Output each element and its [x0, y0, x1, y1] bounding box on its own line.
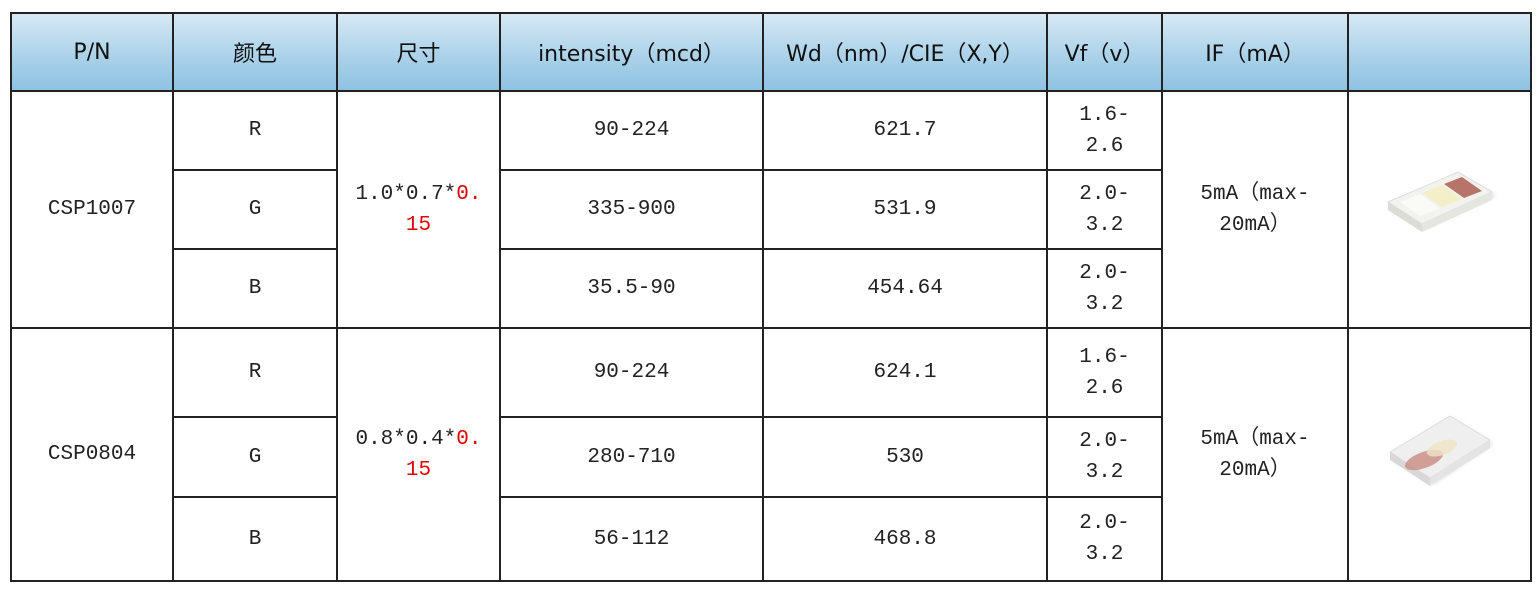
intensity-cell: 90-224	[499, 327, 764, 418]
intensity-cell: 280-710	[499, 416, 764, 498]
vf-cell: 2.0-3.2	[1046, 416, 1163, 498]
vf-text: 1.6-2.6	[1079, 103, 1130, 158]
size-cell: 1.0*0.7*0.15	[336, 90, 501, 329]
header-cell: Wd（nm）/CIE（X,Y）	[762, 12, 1048, 92]
wavelength-cell: 621.7	[762, 90, 1048, 171]
led-image	[1388, 415, 1492, 486]
size-main: 0.8*0.4*	[355, 427, 457, 451]
size-main: 1.0*0.7*	[355, 182, 457, 206]
current-cell: 5mA（max-20mA）	[1161, 327, 1349, 582]
size-cell: 0.8*0.4*0.15	[336, 327, 501, 582]
wavelength-cell: 530	[762, 416, 1048, 498]
intensity-cell: 56-112	[499, 496, 764, 582]
vf-cell: 2.0-3.2	[1046, 248, 1163, 329]
data-row: CSP0804 R 0.8*0.4*0.15 90-224 624.1 1.6-2.6 5m…	[10, 327, 1532, 582]
spec-table-wrap: P/N 颜色 尺寸 intensity（mcd） Wd（nm）/CIE（X,Y） Vf（v…	[10, 12, 1532, 582]
table-body: CSP1007 R 1.0*0.7*0.15 90-224 621.7 1.6-2.6 5m…	[10, 90, 1532, 582]
header-cell: 尺寸	[336, 12, 501, 92]
data-row: G 280-710 530 2.0-3.2	[11, 416, 1531, 498]
header-cell: 颜色	[172, 12, 338, 92]
header-cell: IF（mA）	[1161, 12, 1349, 92]
color-cell: R	[172, 327, 338, 418]
vf-text: 2.0-3.2	[1079, 512, 1130, 566]
header-row: P/N 颜色 尺寸 intensity（mcd） Wd（nm）/CIE（X,Y） Vf（v…	[10, 12, 1532, 92]
wavelength-cell: 454.64	[762, 248, 1048, 329]
part-number: CSP0804	[10, 327, 174, 582]
size-thickness: 0.15	[405, 427, 482, 482]
data-row: CSP1007 R 1.0*0.7*0.15 90-224 621.7 1.6-2.6 5m…	[10, 90, 1532, 329]
color-cell: B	[172, 248, 338, 329]
intensity-cell: 35.5-90	[499, 248, 764, 329]
vf-cell: 1.6-2.6	[1046, 327, 1163, 418]
intensity-cell: 335-900	[499, 169, 764, 250]
data-row: G 335-900 531.9 2.0-3.2	[11, 169, 1531, 250]
part-number: CSP1007	[10, 90, 174, 329]
wavelength-cell: 624.1	[762, 327, 1048, 418]
header-cell	[1347, 12, 1532, 92]
header-cell: P/N	[10, 12, 174, 92]
color-cell: G	[172, 416, 338, 498]
color-cell: G	[172, 169, 338, 250]
image-cell	[1347, 90, 1532, 329]
size-text: 0.8*0.4*0.15	[355, 424, 483, 486]
vf-text: 2.0-3.2	[1079, 430, 1130, 484]
intensity-cell: 90-224	[499, 90, 764, 171]
vf-text: 2.0-3.2	[1079, 261, 1130, 316]
header-cell: Vf（v）	[1046, 12, 1163, 92]
size-text: 1.0*0.7*0.15	[355, 179, 483, 241]
size-thickness: 0.15	[405, 182, 482, 237]
vf-cell: 2.0-3.2	[1046, 169, 1163, 250]
led-image	[1386, 171, 1495, 232]
current-text: 5mA（max-20mA）	[1200, 182, 1310, 237]
spec-table: P/N 颜色 尺寸 intensity（mcd） Wd（nm）/CIE（X,Y） Vf（v…	[10, 12, 1532, 582]
data-row: B 35.5-90 454.64 2.0-3.2	[11, 248, 1531, 329]
current-cell: 5mA（max-20mA）	[1161, 90, 1349, 329]
current-text: 5mA（max-20mA）	[1200, 427, 1310, 482]
wavelength-cell: 531.9	[762, 169, 1048, 250]
vf-text: 2.0-3.2	[1079, 182, 1130, 237]
color-cell: B	[172, 496, 338, 582]
data-row: B 56-112 468.8 2.0-3.2	[11, 496, 1531, 582]
vf-text: 1.6-2.6	[1079, 345, 1130, 400]
vf-cell: 2.0-3.2	[1046, 496, 1163, 582]
color-cell: R	[172, 90, 338, 171]
header-cell: intensity（mcd）	[499, 12, 764, 92]
wavelength-cell: 468.8	[762, 496, 1048, 582]
vf-cell: 1.6-2.6	[1046, 90, 1163, 171]
image-cell	[1347, 327, 1532, 582]
